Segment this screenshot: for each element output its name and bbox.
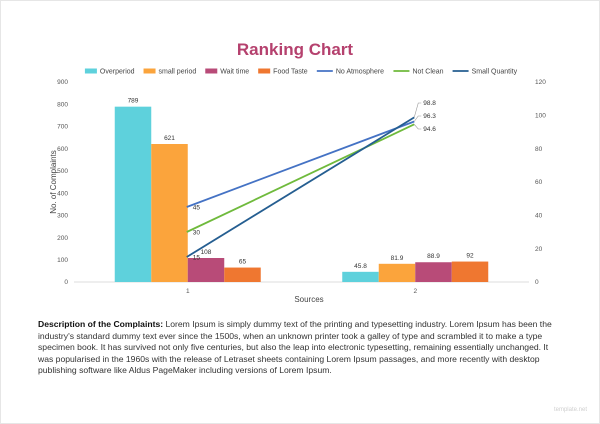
leader-line — [413, 102, 422, 118]
bar-data-label: 81.9 — [391, 255, 404, 262]
legend-item: Wait time — [205, 68, 249, 76]
bar — [451, 261, 489, 282]
y2-tick-label: 100 — [535, 113, 546, 120]
y-tick-label: 800 — [57, 101, 68, 108]
y-tick-label: 700 — [57, 124, 68, 131]
bar — [114, 106, 152, 283]
bar — [224, 267, 261, 282]
line-data-label: 45 — [193, 205, 201, 212]
y-tick-label: 500 — [57, 168, 68, 175]
series-line — [186, 120, 415, 208]
y-tick-label: 200 — [57, 235, 68, 242]
legend-label: Overperiod — [100, 69, 135, 76]
legend-swatch — [205, 68, 218, 74]
description-heading: Description of the Complaints: — [38, 319, 164, 329]
legend-item: Overperiod — [84, 68, 135, 76]
legend-label: No Atmosphere — [336, 69, 384, 76]
bar-data-label: 108 — [201, 249, 212, 256]
y-tick-label: 900 — [57, 79, 68, 86]
y2-tick-label: 20 — [535, 246, 543, 253]
bar-data-label: 789 — [128, 98, 139, 105]
y-tick-label: 600 — [57, 146, 68, 153]
line-data-label: 98.8 — [423, 100, 436, 107]
x-tick-label: 1 — [186, 288, 190, 295]
bar-data-label: 621 — [164, 135, 175, 142]
bar-data-label: 45.8 — [354, 263, 367, 270]
chart-title: Ranking Chart — [237, 40, 354, 59]
line-data-label: 96.3 — [423, 113, 436, 120]
legend-item: Food Taste — [258, 68, 308, 76]
line-data-label: 94.6 — [423, 126, 436, 133]
legend-swatch — [143, 68, 156, 74]
y2-tick-label: 0 — [535, 279, 539, 286]
bar — [342, 271, 379, 282]
legend-label: Small Quantity — [472, 69, 518, 76]
y2-tick-label: 120 — [535, 79, 546, 86]
chart-data-labels: 789 621 108 65 45.8 81.9 88.9 92 45 30 15 98.8 96.3 9… — [128, 98, 474, 270]
leader-line — [414, 124, 422, 130]
bar — [187, 258, 225, 282]
line-data-label: 15 — [193, 255, 201, 262]
description-text: Lorem Ipsum is simply dummy text of the … — [38, 319, 552, 376]
y2-tick-label: 40 — [535, 213, 543, 220]
bar-data-label: 88.9 — [427, 253, 440, 260]
chart-lines — [186, 116, 415, 258]
ranking-chart: Ranking Chart Overperiod small period Wait… — [49, 40, 546, 304]
series-line — [186, 123, 415, 233]
legend-item: Small Quantity — [452, 69, 518, 76]
legend-label: Wait time — [220, 69, 249, 76]
bar-data-label: 92 — [466, 253, 474, 260]
y2-tick-label: 80 — [535, 146, 543, 153]
legend-swatch — [84, 68, 97, 74]
legend-swatch — [258, 68, 271, 74]
y-tick-label: 0 — [64, 279, 68, 286]
y-tick-label: 300 — [57, 213, 68, 220]
leader-line — [414, 115, 422, 122]
bar — [378, 263, 416, 282]
legend-item: Not Clean — [393, 69, 444, 76]
x-tick-label: 2 — [413, 288, 417, 295]
y-axis-label: No. of Complaints — [49, 150, 58, 214]
legend-label: Food Taste — [273, 69, 308, 76]
series-line — [186, 116, 415, 258]
x-axis-label: Sources — [294, 295, 323, 304]
legend-label: Not Clean — [412, 69, 443, 76]
watermark: template.net — [553, 407, 587, 413]
legend-item: No Atmosphere — [316, 69, 384, 76]
y2-tick-label: 60 — [535, 179, 543, 186]
line-data-label: 30 — [193, 230, 201, 237]
chart-bars — [114, 106, 489, 283]
bar-data-label: 65 — [239, 259, 247, 266]
bar — [151, 144, 188, 282]
y-tick-label: 400 — [57, 190, 68, 197]
description-paragraph: Description of the Complaints: Lorem Ips… — [38, 319, 563, 377]
chart-legend: Overperiod small period Wait time Food Tast… — [84, 68, 518, 76]
legend-item: small period — [143, 68, 197, 76]
legend-label: small period — [159, 69, 197, 76]
bar — [415, 262, 452, 282]
y-tick-label: 100 — [57, 257, 68, 264]
